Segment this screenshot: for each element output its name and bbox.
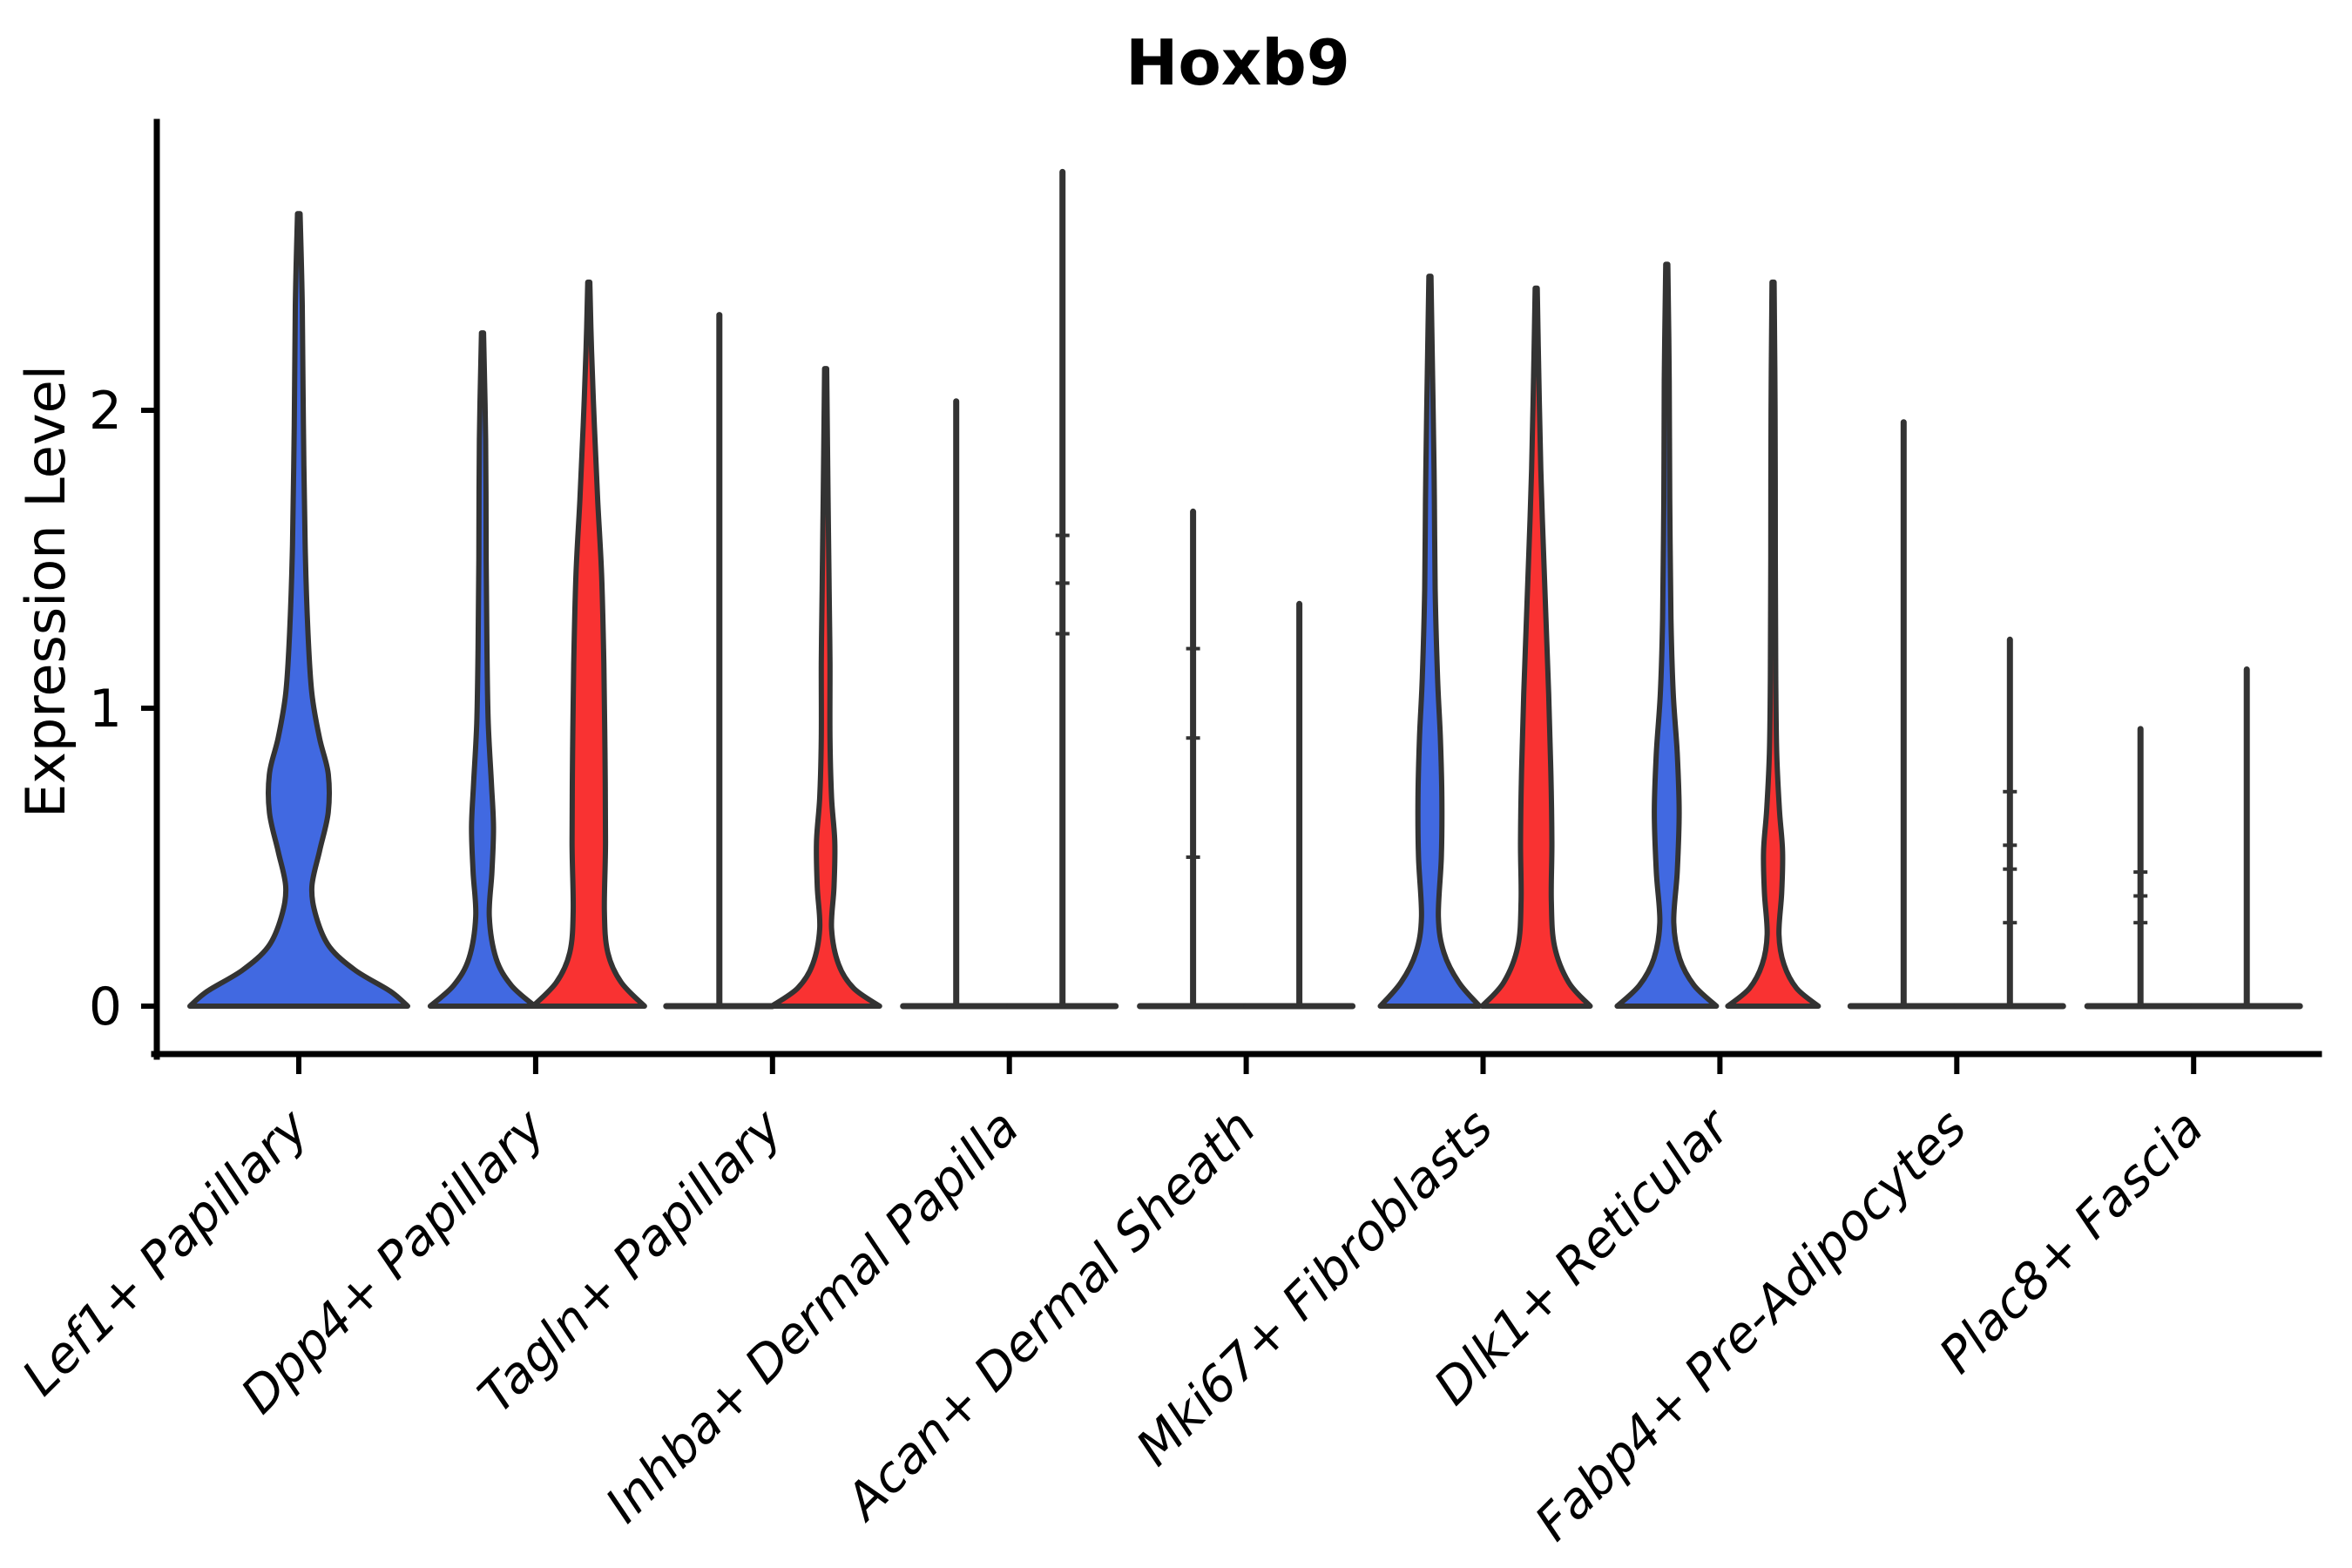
x-tick-label: Acan+ Dermal Sheath	[833, 1098, 1267, 1532]
data-point-mark	[1055, 632, 1070, 636]
data-point-mark	[2133, 894, 2148, 898]
data-point-mark	[2003, 921, 2017, 925]
data-point-mark	[2133, 921, 2148, 925]
violin-blue	[1614, 261, 1720, 1009]
data-point-mark	[1055, 581, 1070, 585]
violin-red	[530, 279, 647, 1009]
data-point-mark	[1186, 736, 1200, 740]
data-point-mark	[1186, 855, 1200, 859]
data-point-mark	[2003, 789, 2017, 794]
violin-blue	[427, 330, 537, 1009]
plot-title: Hoxb9	[1125, 26, 1350, 99]
violin-blue	[187, 211, 410, 1009]
y-tick-label: 2	[89, 381, 122, 442]
x-tick-label: Inhba+ Dermal Papilla	[595, 1098, 1031, 1534]
data-point-mark	[2133, 870, 2148, 875]
violin-red	[768, 366, 882, 1009]
x-tick-label: Fabp4+ Pre-Adipocytes	[1524, 1098, 1977, 1551]
violin-red	[1725, 279, 1821, 1009]
y-tick-label: 1	[89, 679, 122, 740]
y-axis-label: Expression Level	[14, 365, 78, 818]
data-point-mark	[2003, 843, 2017, 848]
y-tick-label: 0	[89, 977, 122, 1037]
violin-red	[1479, 285, 1593, 1009]
data-point-mark	[2003, 867, 2017, 871]
violin-blue	[1377, 274, 1483, 1009]
data-point-mark	[1055, 533, 1070, 537]
data-point-mark	[1186, 646, 1200, 651]
